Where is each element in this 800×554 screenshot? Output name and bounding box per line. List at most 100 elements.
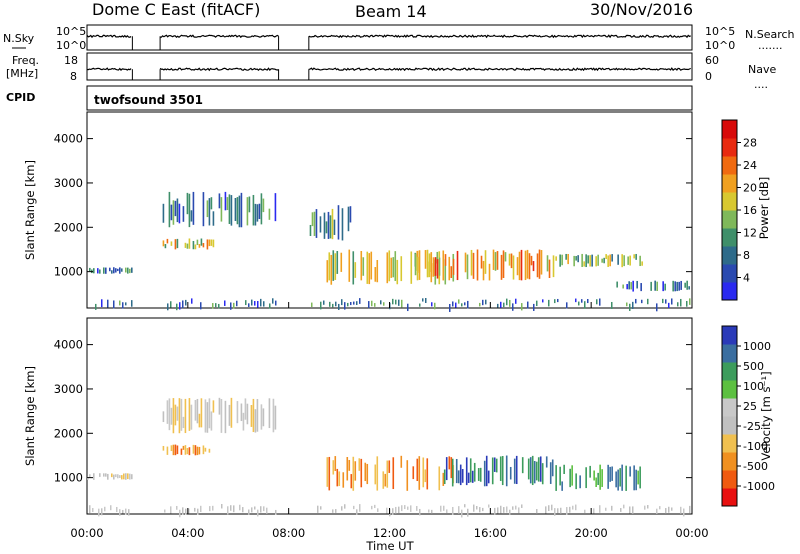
echo-mark [166, 238, 169, 244]
echo-mark [162, 240, 165, 247]
echo-mark [629, 466, 631, 477]
echo-mark [320, 301, 322, 310]
echo-mark [366, 463, 369, 485]
echo-mark [103, 267, 105, 274]
echo-mark [585, 254, 587, 268]
echo-mark [245, 300, 247, 306]
echo-mark [348, 249, 351, 282]
echo-mark [170, 506, 172, 514]
echo-mark [352, 456, 355, 491]
echo-mark [515, 455, 518, 485]
echo-mark [326, 260, 329, 283]
echo-mark [589, 255, 591, 267]
echo-mark [337, 205, 340, 240]
echo-mark [182, 206, 185, 222]
colorbar-frame [721, 325, 738, 507]
echo-mark [536, 509, 538, 514]
echo-mark [206, 200, 209, 218]
echo-mark [329, 301, 331, 307]
echo-mark [252, 398, 255, 433]
colorbar-cell [722, 120, 737, 139]
echo-mark [263, 506, 265, 512]
echo-mark [603, 257, 605, 264]
echo-mark [115, 268, 117, 273]
echo-mark [503, 507, 505, 513]
echo-mark [472, 252, 475, 279]
echo-mark [172, 444, 175, 456]
echo-mark [583, 261, 585, 267]
echo-mark [341, 506, 343, 511]
echo-mark [426, 458, 429, 490]
echo-mark [508, 253, 511, 266]
echo-mark [364, 462, 367, 482]
echo-mark [497, 303, 499, 308]
echo-mark [575, 473, 577, 490]
echo-mark [93, 473, 95, 480]
echo-mark [555, 256, 557, 261]
echo-mark [665, 508, 667, 514]
echo-mark [226, 197, 229, 211]
echo-mark [390, 257, 393, 278]
echo-mark [240, 403, 243, 422]
echo-mark [119, 300, 121, 306]
echo-mark [388, 460, 391, 473]
echo-mark [560, 507, 562, 514]
echo-mark [599, 505, 601, 513]
echo-mark [246, 403, 249, 425]
echo-mark [503, 302, 505, 308]
echo-mark [635, 253, 637, 260]
y-tick-label: 1000 [54, 471, 83, 485]
echo-mark [170, 445, 173, 452]
echo-mark [260, 193, 263, 225]
echo-mark [482, 299, 484, 306]
echo-mark [626, 302, 628, 307]
echo-mark [383, 302, 385, 306]
echo-mark [123, 473, 125, 480]
nave-tick-top: 60 [705, 54, 719, 67]
echo-mark [182, 300, 184, 309]
echo-mark [422, 457, 425, 488]
echo-mark [545, 456, 548, 468]
echo-mark [647, 505, 649, 509]
colorbar-cell [722, 138, 737, 157]
echo-mark [89, 267, 91, 272]
colorbar-tick-label: 1000 [743, 340, 771, 353]
trace-line [86, 34, 132, 39]
echo-mark [440, 505, 442, 512]
echo-mark [500, 301, 502, 308]
echo-mark [640, 283, 642, 292]
x-tick-label: 00:00 [675, 526, 708, 540]
echo-mark [444, 254, 447, 266]
echo-mark [627, 256, 629, 265]
echo-mark [332, 509, 334, 513]
echo-mark [487, 470, 490, 484]
trace-line [160, 34, 279, 39]
echo-mark [416, 506, 418, 511]
echo-mark [416, 458, 419, 482]
echo-mark [315, 209, 318, 238]
echo-mark [172, 398, 175, 434]
echo-mark [115, 474, 117, 478]
time-xlabel: Time UT [365, 539, 414, 553]
echo-mark [311, 302, 313, 308]
echo-mark [438, 257, 441, 276]
echo-mark [577, 255, 579, 263]
echo-mark [257, 300, 259, 308]
echo-mark [182, 416, 185, 429]
echo-mark [559, 466, 561, 486]
echo-mark [176, 303, 178, 311]
echo-mark [323, 212, 326, 239]
echo-mark [178, 398, 181, 434]
echo-mark [228, 194, 231, 224]
noise-panel-frame [86, 24, 693, 51]
echo-mark [448, 256, 451, 281]
echo-mark [476, 506, 478, 510]
echo-mark [444, 259, 447, 285]
echo-mark [212, 505, 214, 511]
echo-mark [566, 302, 568, 309]
echo-mark [338, 303, 340, 310]
echo-mark [313, 211, 316, 236]
echo-mark [398, 299, 400, 306]
echo-mark [204, 447, 207, 452]
power-colorbar-label: Power [dB] [757, 177, 771, 240]
